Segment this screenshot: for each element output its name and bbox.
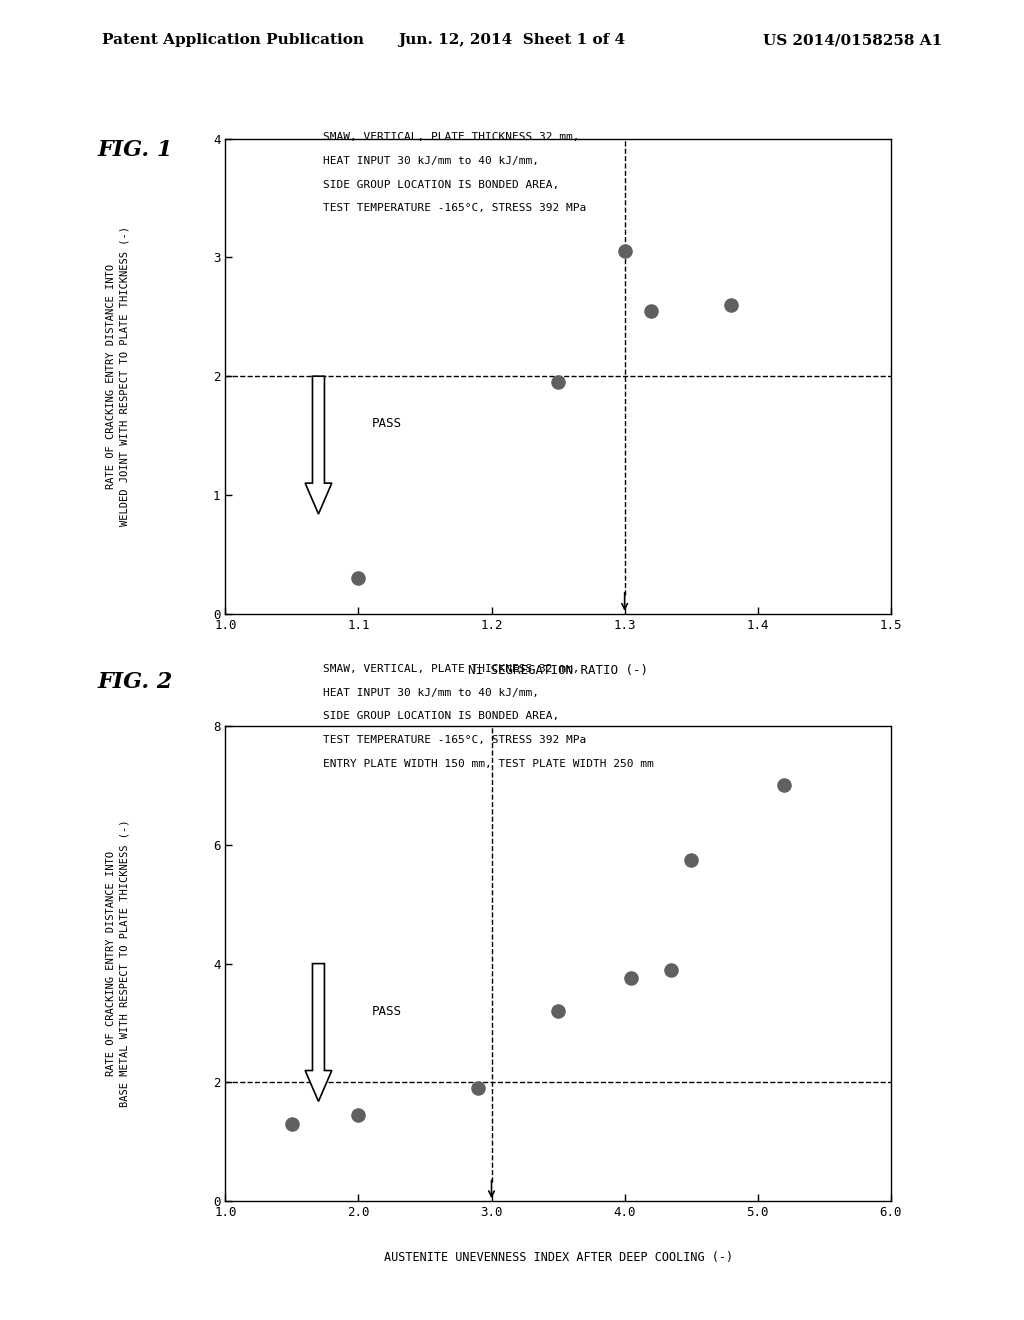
Point bbox=[284, 1114, 300, 1135]
Point bbox=[350, 1105, 367, 1126]
Text: SMAW, VERTICAL, PLATE THICKNESS 32 mm,: SMAW, VERTICAL, PLATE THICKNESS 32 mm, bbox=[323, 132, 579, 143]
Text: FIG. 1: FIG. 1 bbox=[97, 139, 173, 161]
Point bbox=[550, 1001, 566, 1022]
Point bbox=[664, 958, 680, 979]
Text: ENTRY PLATE WIDTH 150 mm, TEST PLATE WIDTH 250 mm: ENTRY PLATE WIDTH 150 mm, TEST PLATE WID… bbox=[323, 759, 653, 770]
Text: HEAT INPUT 30 kJ/mm to 40 kJ/mm,: HEAT INPUT 30 kJ/mm to 40 kJ/mm, bbox=[323, 688, 539, 698]
Polygon shape bbox=[305, 376, 332, 513]
Point bbox=[623, 968, 639, 989]
Text: SMAW, VERTICAL, PLATE THICKNESS 32 mm,: SMAW, VERTICAL, PLATE THICKNESS 32 mm, bbox=[323, 664, 579, 675]
Text: PASS: PASS bbox=[372, 417, 401, 430]
Point bbox=[723, 294, 739, 315]
Point bbox=[350, 568, 367, 589]
Text: TEST TEMPERATURE -165°C, STRESS 392 MPa: TEST TEMPERATURE -165°C, STRESS 392 MPa bbox=[323, 203, 586, 214]
Point bbox=[616, 240, 633, 261]
Point bbox=[550, 371, 566, 392]
Point bbox=[683, 849, 699, 870]
Text: Patent Application Publication: Patent Application Publication bbox=[102, 33, 365, 48]
Point bbox=[776, 775, 793, 796]
Text: RATE OF CRACKING ENTRY DISTANCE INTO
BASE METAL WITH RESPECT TO PLATE THICKNESS : RATE OF CRACKING ENTRY DISTANCE INTO BAS… bbox=[106, 820, 129, 1107]
Point bbox=[643, 300, 659, 321]
Text: SIDE GROUP LOCATION IS BONDED AREA,: SIDE GROUP LOCATION IS BONDED AREA, bbox=[323, 180, 559, 190]
Text: AUSTENITE UNEVENNESS INDEX AFTER DEEP COOLING (-): AUSTENITE UNEVENNESS INDEX AFTER DEEP CO… bbox=[384, 1251, 732, 1265]
Text: FIG. 2: FIG. 2 bbox=[97, 671, 173, 693]
Text: TEST TEMPERATURE -165°C, STRESS 392 MPa: TEST TEMPERATURE -165°C, STRESS 392 MPa bbox=[323, 735, 586, 746]
Text: Ni SEGREGATION RATIO (-): Ni SEGREGATION RATIO (-) bbox=[468, 664, 648, 677]
Text: Jun. 12, 2014  Sheet 1 of 4: Jun. 12, 2014 Sheet 1 of 4 bbox=[398, 33, 626, 48]
Text: US 2014/0158258 A1: US 2014/0158258 A1 bbox=[763, 33, 942, 48]
Polygon shape bbox=[305, 964, 332, 1101]
Text: PASS: PASS bbox=[372, 1005, 401, 1018]
Text: RATE OF CRACKING ENTRY DISTANCE INTO
WELDED JOINT WITH RESPECT TO PLATE THICKNES: RATE OF CRACKING ENTRY DISTANCE INTO WEL… bbox=[106, 226, 129, 527]
Text: SIDE GROUP LOCATION IS BONDED AREA,: SIDE GROUP LOCATION IS BONDED AREA, bbox=[323, 711, 559, 722]
Point bbox=[470, 1077, 486, 1098]
Text: HEAT INPUT 30 kJ/mm to 40 kJ/mm,: HEAT INPUT 30 kJ/mm to 40 kJ/mm, bbox=[323, 156, 539, 166]
